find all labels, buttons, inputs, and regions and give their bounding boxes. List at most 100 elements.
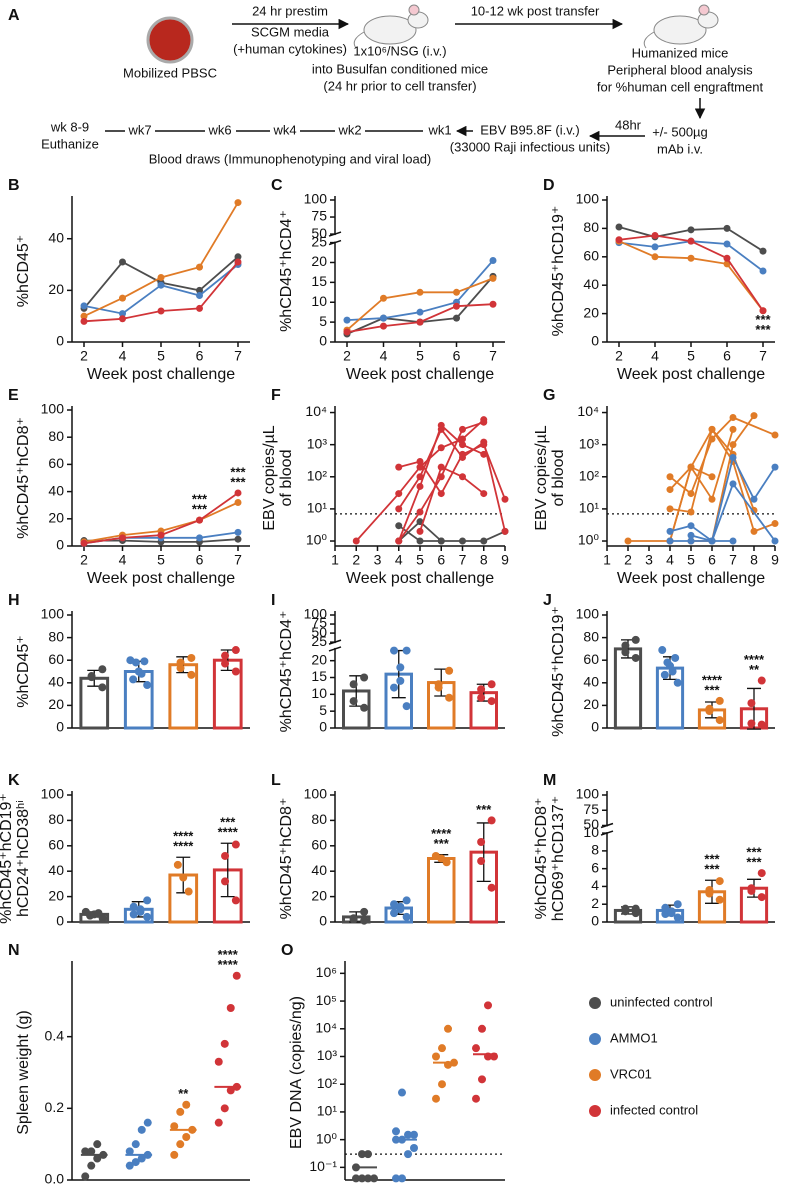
data-point: [487, 680, 496, 689]
y-tick-label: 80: [583, 219, 599, 235]
y-tick-label: 40: [311, 862, 327, 878]
data-point: [176, 658, 185, 667]
label: SCGM media: [251, 24, 330, 39]
data-point: [416, 482, 424, 490]
data-point: [119, 294, 126, 302]
data-point: [658, 646, 667, 655]
y-tick-label: 10⁰: [306, 532, 328, 548]
data-point: [410, 1130, 418, 1139]
data-point: [437, 490, 445, 498]
panel-letter: K: [8, 772, 20, 789]
data-point: [757, 893, 766, 902]
y-axis-title: Spleen weight (g): [15, 1010, 32, 1135]
significance: ***: [230, 474, 246, 489]
x-tick-label: 9: [501, 552, 509, 568]
data-point: [477, 685, 486, 694]
data-point: [157, 281, 165, 289]
data-point: [232, 971, 241, 980]
data-point: [370, 1174, 378, 1183]
y-axis-title: EBV DNA (copies/ng): [288, 996, 305, 1149]
y-tick-label: 100: [41, 401, 65, 417]
data-point: [176, 1140, 185, 1149]
data-point: [673, 913, 682, 922]
series-line: [419, 465, 485, 532]
data-point: [360, 673, 369, 682]
y-tick-label: 8: [591, 842, 599, 858]
data-point: [232, 1082, 241, 1091]
data-point: [220, 1104, 229, 1113]
significance: ****: [218, 947, 239, 962]
data-point: [396, 676, 405, 685]
data-point: [661, 909, 670, 918]
y-tick-label: 20: [48, 887, 64, 903]
significance: ***: [230, 464, 246, 479]
x-axis-title: Week post challenge: [617, 570, 765, 587]
x-tick-label: 6: [723, 348, 731, 364]
data-point: [715, 716, 724, 725]
y-tick-label: 60: [583, 651, 599, 667]
data-point: [621, 641, 630, 650]
label: 1x10⁶/NSG (i.v.): [353, 43, 446, 58]
y-tick-label: 15: [311, 668, 327, 684]
data-point: [715, 895, 724, 904]
data-point: [437, 463, 445, 471]
label: (+human cytokines): [233, 41, 347, 56]
label: wk7: [127, 122, 151, 137]
y-tick-label: 2: [591, 895, 599, 911]
y-tick-label: 40: [48, 862, 64, 878]
x-axis-title: Week post challenge: [346, 570, 494, 587]
y-tick-label: 10³: [307, 435, 328, 451]
data-point: [432, 1094, 440, 1103]
x-tick-label: 5: [157, 552, 165, 568]
data-point: [478, 1075, 486, 1084]
data-point: [404, 1150, 412, 1159]
y-axis-title: %hCD45⁺hCD19⁺: [550, 606, 567, 737]
data-point: [715, 696, 724, 705]
data-point: [119, 258, 126, 266]
y-tick-label: 5: [319, 313, 327, 329]
data-point: [392, 1174, 400, 1183]
data-point: [660, 670, 669, 679]
data-point: [666, 527, 674, 535]
x-tick-label: 2: [352, 552, 360, 568]
x-tick-label: 5: [687, 552, 695, 568]
data-point: [487, 883, 496, 892]
y-tick-label: 20: [48, 510, 64, 526]
data-point: [729, 480, 737, 488]
data-point: [136, 905, 145, 914]
data-point: [687, 531, 695, 539]
y-tick-label: 100: [304, 606, 328, 622]
y-axis-title: hCD69⁺hCD137⁺: [550, 796, 567, 921]
y-tick-label: 100: [576, 606, 600, 622]
data-point: [480, 438, 488, 446]
data-point: [484, 1001, 492, 1010]
data-point: [80, 302, 88, 310]
data-point: [221, 851, 230, 860]
significance: **: [749, 662, 760, 677]
y-axis-title: %hCD45⁺hCD8⁺: [15, 417, 32, 539]
y-tick-label: 10⁶: [316, 964, 337, 980]
label: (24 hr prior to cell transfer): [323, 78, 476, 93]
y-tick-label: 100: [304, 786, 328, 802]
x-tick-label: 4: [651, 348, 659, 364]
data-point: [173, 860, 182, 869]
y-tick-label: 0: [56, 333, 64, 349]
data-point: [687, 254, 695, 262]
data-point: [398, 1088, 406, 1097]
y-tick-label: 20: [311, 887, 327, 903]
data-point: [182, 1133, 191, 1141]
data-point: [390, 909, 399, 918]
data-point: [129, 910, 138, 919]
y-axis-title: EBV copies/µL: [533, 425, 550, 530]
data-point: [395, 463, 403, 471]
y-tick-label: 20: [48, 281, 64, 297]
y-tick-label: 15: [311, 273, 327, 289]
data-point: [437, 444, 445, 452]
data-point: [98, 683, 107, 692]
y-tick-label: 80: [48, 428, 64, 444]
label: wk2: [337, 122, 361, 137]
data-point: [234, 528, 242, 536]
series-line: [398, 524, 506, 542]
data-point: [484, 1052, 492, 1061]
data-point: [771, 520, 779, 528]
